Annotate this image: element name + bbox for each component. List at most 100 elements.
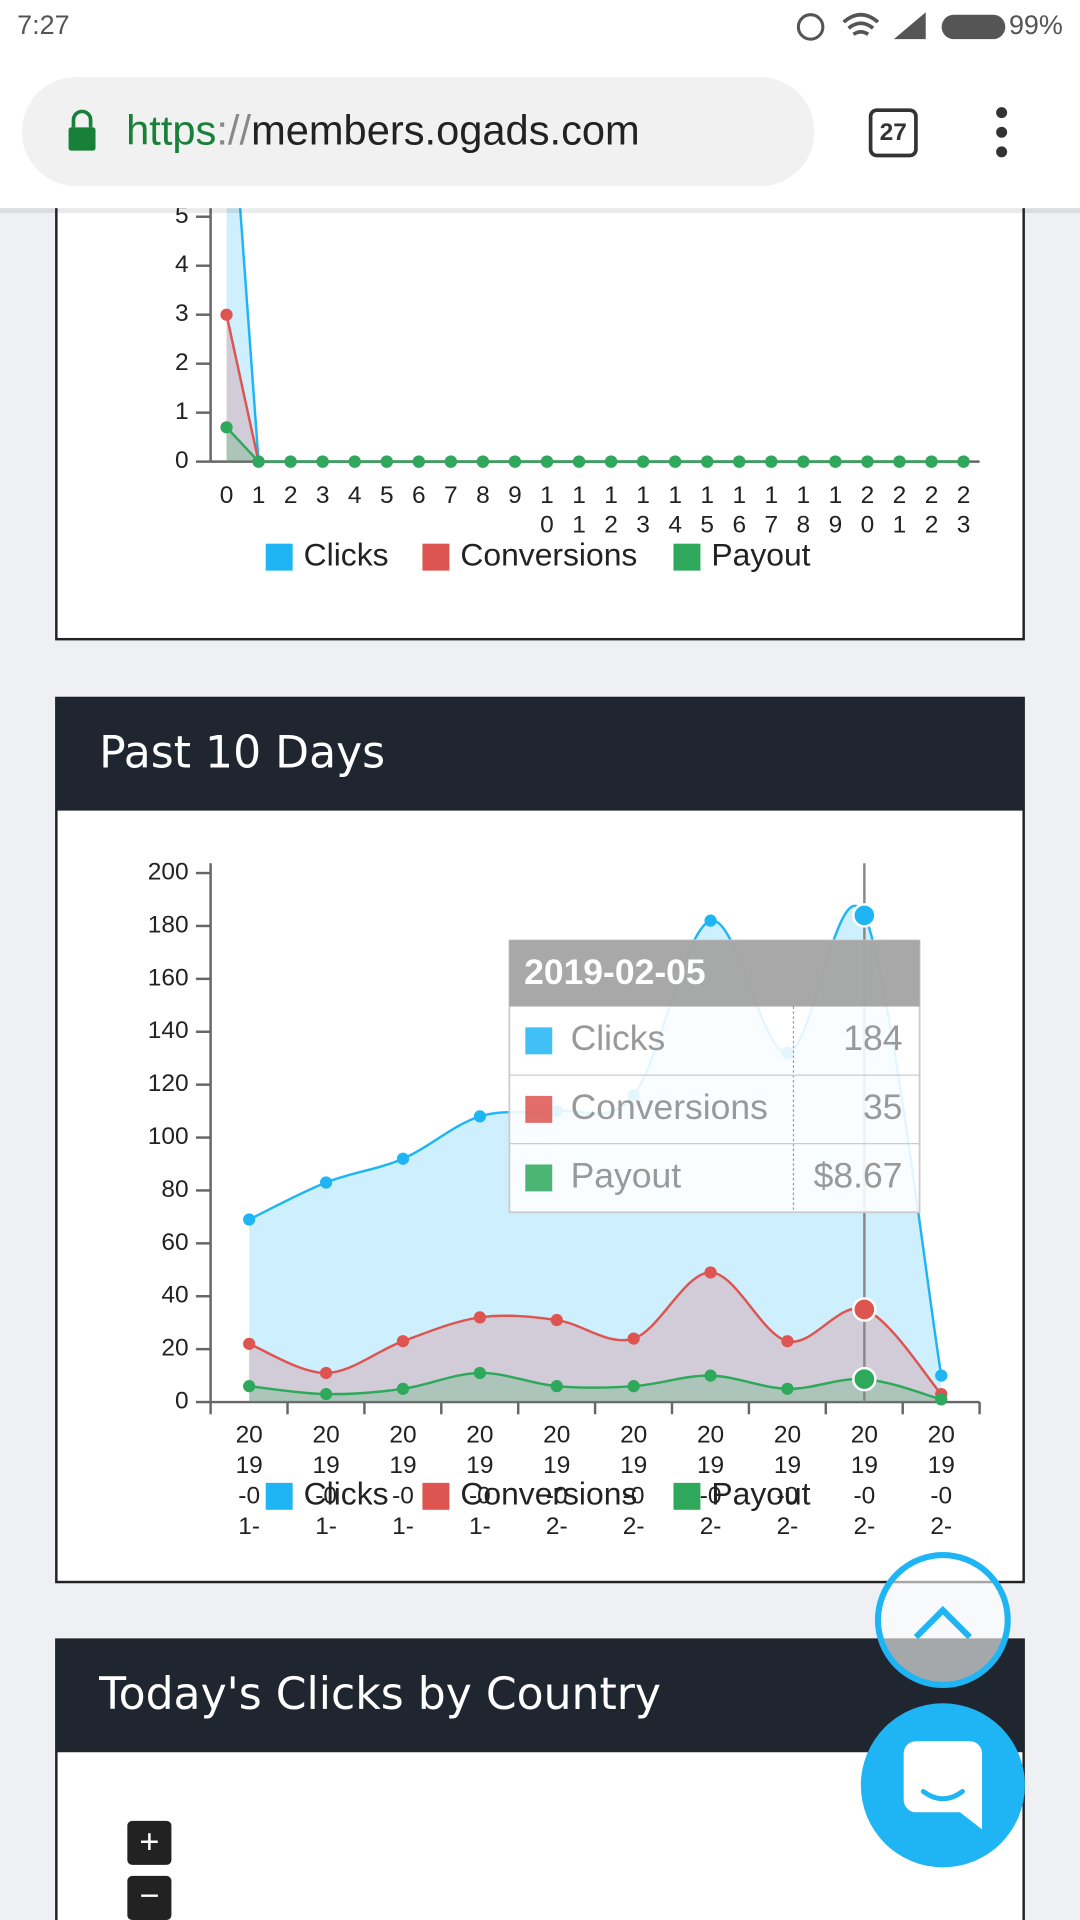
y-tick-label: 4 [175,251,189,278]
y-tick-label: 100 [148,1123,189,1150]
bar-shadow [0,208,1080,214]
label-line: -0 [777,1483,799,1510]
y-tick-label: 120 [148,1070,189,1097]
line [249,1371,942,1401]
label-line: 1 [797,483,811,510]
marker [861,455,874,468]
legend-swatch [265,1482,293,1510]
battery-level: 99% [1009,10,1063,40]
marker [935,1393,948,1406]
label-line: 8 [797,512,811,539]
label-line: 5 [380,483,394,510]
tooltip-header [509,940,920,1007]
menu-dot[interactable] [996,107,1008,119]
label-line: 19 [928,1452,955,1479]
label-line: 20 [466,1422,493,1449]
y-tick-label: 1 [175,398,189,425]
marker [243,1213,256,1226]
y-tick-label: 200 [148,859,189,886]
tooltip: 2019-02-05 Clicks 184 Conversions 35 Payout $8… [508,939,921,1214]
legend-label: Clicks [304,1476,389,1512]
x-tick-label: 6 [412,483,426,510]
label-line: 1- [315,1514,337,1541]
y-tick-label: 0 [175,1388,189,1415]
url: https://members.ogads.com [126,106,640,153]
label-line: 2 [925,512,939,539]
label-line: -0 [700,1483,722,1510]
marker [444,455,457,468]
chat-icon [903,1741,983,1830]
marker [316,455,329,468]
y-tick-label: 60 [161,1229,188,1256]
label-line: 2- [623,1514,645,1541]
label-line: 1 [636,483,650,510]
x-tick-label: 5 [380,483,394,510]
x-tick-label: 2019-02-04 [774,1422,801,1571]
days-card-header [56,697,1024,811]
zoom-out-button[interactable] [127,1875,172,1920]
scroll-top-button[interactable] [874,1552,1011,1688]
y-tick-label: 20 [161,1335,188,1362]
zoom-out-label: − [139,1877,159,1915]
marker [829,455,842,468]
chart: 0204060801001201401601802002019-01-28201… [148,859,981,1571]
label-line: 20 [312,1422,339,1449]
zoom-in-button[interactable] [127,1820,172,1865]
marker [957,455,970,468]
marker [348,455,361,468]
x-tick-label: 2019-02-03 [697,1422,724,1571]
y-tick-label: 0 [175,447,189,474]
tabs-button[interactable] [868,108,918,158]
x-tick-label: 7 [444,483,458,510]
marker [319,1366,333,1380]
label-line: 1 [829,483,843,510]
label-line: -0 [623,1483,645,1510]
marker [627,1380,640,1393]
x-tick-label: 2019-02-01 [543,1422,570,1571]
marker [284,455,297,468]
chevron-icon [913,1605,972,1640]
x-labels: 2019-01-282019-01-292019-01-302019-01-31… [236,1422,955,1571]
label-line: -0 [469,1483,491,1510]
tooltip-title: 2019-02-05 [524,952,706,992]
label-line: 19 [312,1452,339,1479]
label-line: 3 [636,512,650,539]
marker [540,455,554,468]
label-line: 20 [543,1422,570,1449]
area [249,1272,942,1403]
battery-icon [941,14,1006,40]
legend-swatch [422,543,450,571]
label-line: -0 [315,1483,337,1510]
x-tick-label: 2019-01-31 [466,1422,493,1571]
y-tick-label: 2 [175,349,189,376]
label-line: 0 [220,483,234,510]
marker [508,455,522,468]
marker [243,1337,256,1350]
x-tick-label: 2019-02-05 [851,1422,878,1571]
label-line: 1 [252,483,266,510]
label-line: 2 [925,483,939,510]
label-line: 9 [829,512,843,539]
legend-label: Clicks [304,537,389,573]
label-line: 1- [469,1514,491,1541]
tooltip-value: 184 [843,1018,902,1058]
y-tick-label: 5 [175,202,189,229]
marker [550,1380,563,1393]
x-tick-label: 2019-02-02 [620,1422,647,1571]
url-field[interactable] [22,77,815,187]
label-line: 20 [389,1422,416,1449]
tooltip-value: $8.67 [814,1155,903,1195]
label-line: 1 [572,483,586,510]
label-line: 9 [508,483,522,510]
label-line: 2- [700,1514,722,1541]
marker [781,1335,794,1348]
label-line: 2 [604,512,618,539]
tooltip-name: Payout [571,1155,682,1195]
